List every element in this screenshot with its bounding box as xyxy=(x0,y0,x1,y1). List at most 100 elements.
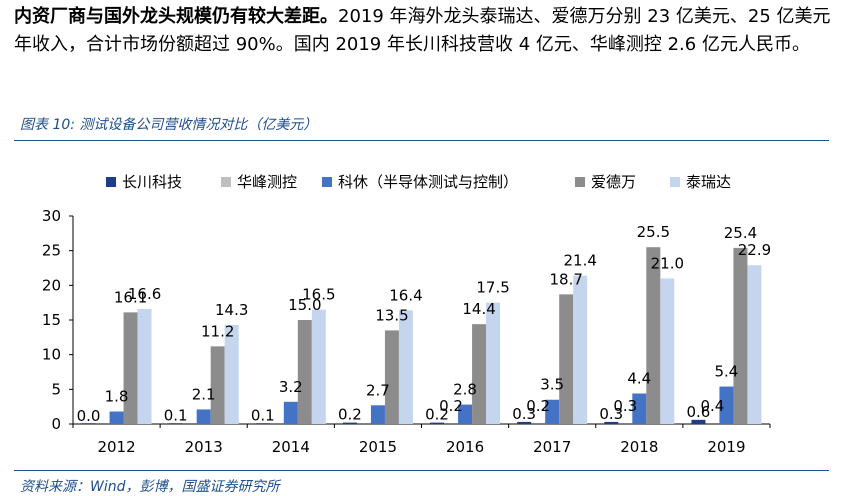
bar xyxy=(297,320,312,424)
data-label: 16.4 xyxy=(389,286,422,304)
data-label: 21.0 xyxy=(651,254,684,272)
intro-bold: 内资厂商与国外龙头规模仍有较大差距。 xyxy=(14,6,338,27)
data-label: 5.4 xyxy=(715,363,739,381)
bar xyxy=(733,247,748,424)
data-label: 4.4 xyxy=(627,369,651,387)
data-label: 0.2 xyxy=(425,406,449,424)
legend-swatch xyxy=(106,177,116,187)
data-label: 0.2 xyxy=(439,397,463,415)
data-label: 25.4 xyxy=(724,224,757,242)
y-tick-label: 30 xyxy=(42,207,61,225)
data-label: 21.4 xyxy=(563,252,596,270)
figure-label: 图表 10: xyxy=(20,117,75,133)
bar xyxy=(573,275,588,424)
bar xyxy=(342,422,357,424)
bar xyxy=(210,346,225,424)
data-label: 16.5 xyxy=(302,286,335,304)
bar xyxy=(486,302,501,424)
bar xyxy=(196,409,211,424)
data-label: 0.1 xyxy=(251,406,275,424)
data-label: 2.1 xyxy=(192,385,216,403)
bar xyxy=(545,399,560,424)
y-tick-label: 10 xyxy=(42,346,61,364)
bar xyxy=(168,423,183,424)
data-label: 0.2 xyxy=(526,397,550,415)
x-tick-label: 2013 xyxy=(185,438,223,456)
x-tick-label: 2018 xyxy=(620,438,658,456)
bar xyxy=(632,393,647,424)
data-label: 16.6 xyxy=(128,285,161,303)
legend-label: 长川科技 xyxy=(122,173,182,191)
bar xyxy=(472,324,487,424)
x-tick-label: 2019 xyxy=(707,438,745,456)
x-tick-label: 2015 xyxy=(359,438,397,456)
x-tick-label: 2014 xyxy=(272,438,310,456)
data-label: 16.1 xyxy=(114,288,147,306)
figure-title: 图表 10: 测试设备公司营收情况对比（亿美元） xyxy=(20,114,317,134)
data-label: 2.8 xyxy=(453,381,477,399)
bar xyxy=(370,405,385,424)
data-label: 0.3 xyxy=(613,397,637,415)
top-rule xyxy=(14,140,829,141)
bar xyxy=(123,312,138,424)
data-label: 0.4 xyxy=(701,397,725,415)
bottom-rule xyxy=(14,470,829,471)
legend-label: 华峰测控 xyxy=(237,173,297,191)
bar xyxy=(691,419,706,424)
data-label: 0.2 xyxy=(338,406,362,424)
intro-paragraph: 内资厂商与国外龙头规模仍有较大差距。2019 年海外龙头泰瑞达、爱德万分别 23… xyxy=(14,3,836,59)
chart-data-labels: 0.0 0.1 0.1 0.2 0.2 0.3 0.3 0.61.8 2.1 3.2 2.7 2.8 3… xyxy=(77,223,772,425)
y-tick-label: 5 xyxy=(51,380,61,398)
legend-label: 爱德万 xyxy=(591,173,636,191)
y-tick-label: 15 xyxy=(42,311,61,329)
bar xyxy=(311,309,326,424)
bar xyxy=(458,404,473,424)
y-tick-label: 0 xyxy=(51,415,61,433)
legend-swatch xyxy=(670,177,680,187)
data-label: 18.7 xyxy=(549,270,582,288)
bar xyxy=(398,310,413,424)
x-tick-label: 2016 xyxy=(446,438,484,456)
legend-label: 泰瑞达 xyxy=(686,173,731,191)
chart-legend: 长川科技 华峰测控 科休（半导体测试与控制） 爱德万 泰瑞达 xyxy=(106,173,731,191)
data-label: 14.4 xyxy=(462,300,495,318)
bar xyxy=(224,324,239,424)
bar xyxy=(384,330,399,424)
data-label: 3.2 xyxy=(279,378,303,396)
chart-bars xyxy=(81,247,762,424)
data-label: 17.5 xyxy=(476,279,509,297)
legend-swatch xyxy=(322,177,332,187)
data-label: 22.9 xyxy=(738,241,771,259)
data-label: 13.5 xyxy=(375,306,408,324)
data-label: 0.3 xyxy=(599,405,623,423)
data-label: 25.5 xyxy=(637,223,670,241)
bar xyxy=(604,421,619,424)
bar-chart: 长川科技 华峰测控 科休（半导体测试与控制） 爱德万 泰瑞达 0 5 10 15 20 25 30 2… xyxy=(42,173,772,456)
x-tick-label: 2012 xyxy=(97,438,135,456)
source-note: 资料来源：Wind，彭博，国盛证券研究所 xyxy=(20,479,280,495)
bar xyxy=(747,265,762,424)
data-label: 0.1 xyxy=(164,406,188,424)
bar xyxy=(719,386,734,424)
bar xyxy=(81,423,96,424)
bar xyxy=(430,422,445,424)
bar xyxy=(109,411,124,424)
data-label: 0.3 xyxy=(512,405,536,423)
bar xyxy=(137,308,152,424)
x-tick-label: 2017 xyxy=(533,438,571,456)
data-label: 0.0 xyxy=(77,407,101,425)
bar xyxy=(255,423,270,424)
intro-body: 2019 年海外龙头泰瑞达、爱德万分别 23 亿美元、25 亿美元年收入，合计市… xyxy=(14,6,831,55)
bar xyxy=(559,294,574,424)
legend-swatch xyxy=(575,177,585,187)
data-label: 1.8 xyxy=(105,388,129,406)
bar xyxy=(283,401,298,424)
data-label: 11.2 xyxy=(201,322,234,340)
data-label: 0.6 xyxy=(687,403,711,421)
legend-label: 科休（半导体测试与控制） xyxy=(338,173,518,191)
data-label: 15.0 xyxy=(288,296,321,314)
figure-caption: 测试设备公司营收情况对比（亿美元） xyxy=(79,117,318,133)
data-label: 14.3 xyxy=(215,301,248,319)
data-label: 2.7 xyxy=(366,381,390,399)
bar xyxy=(646,247,661,424)
